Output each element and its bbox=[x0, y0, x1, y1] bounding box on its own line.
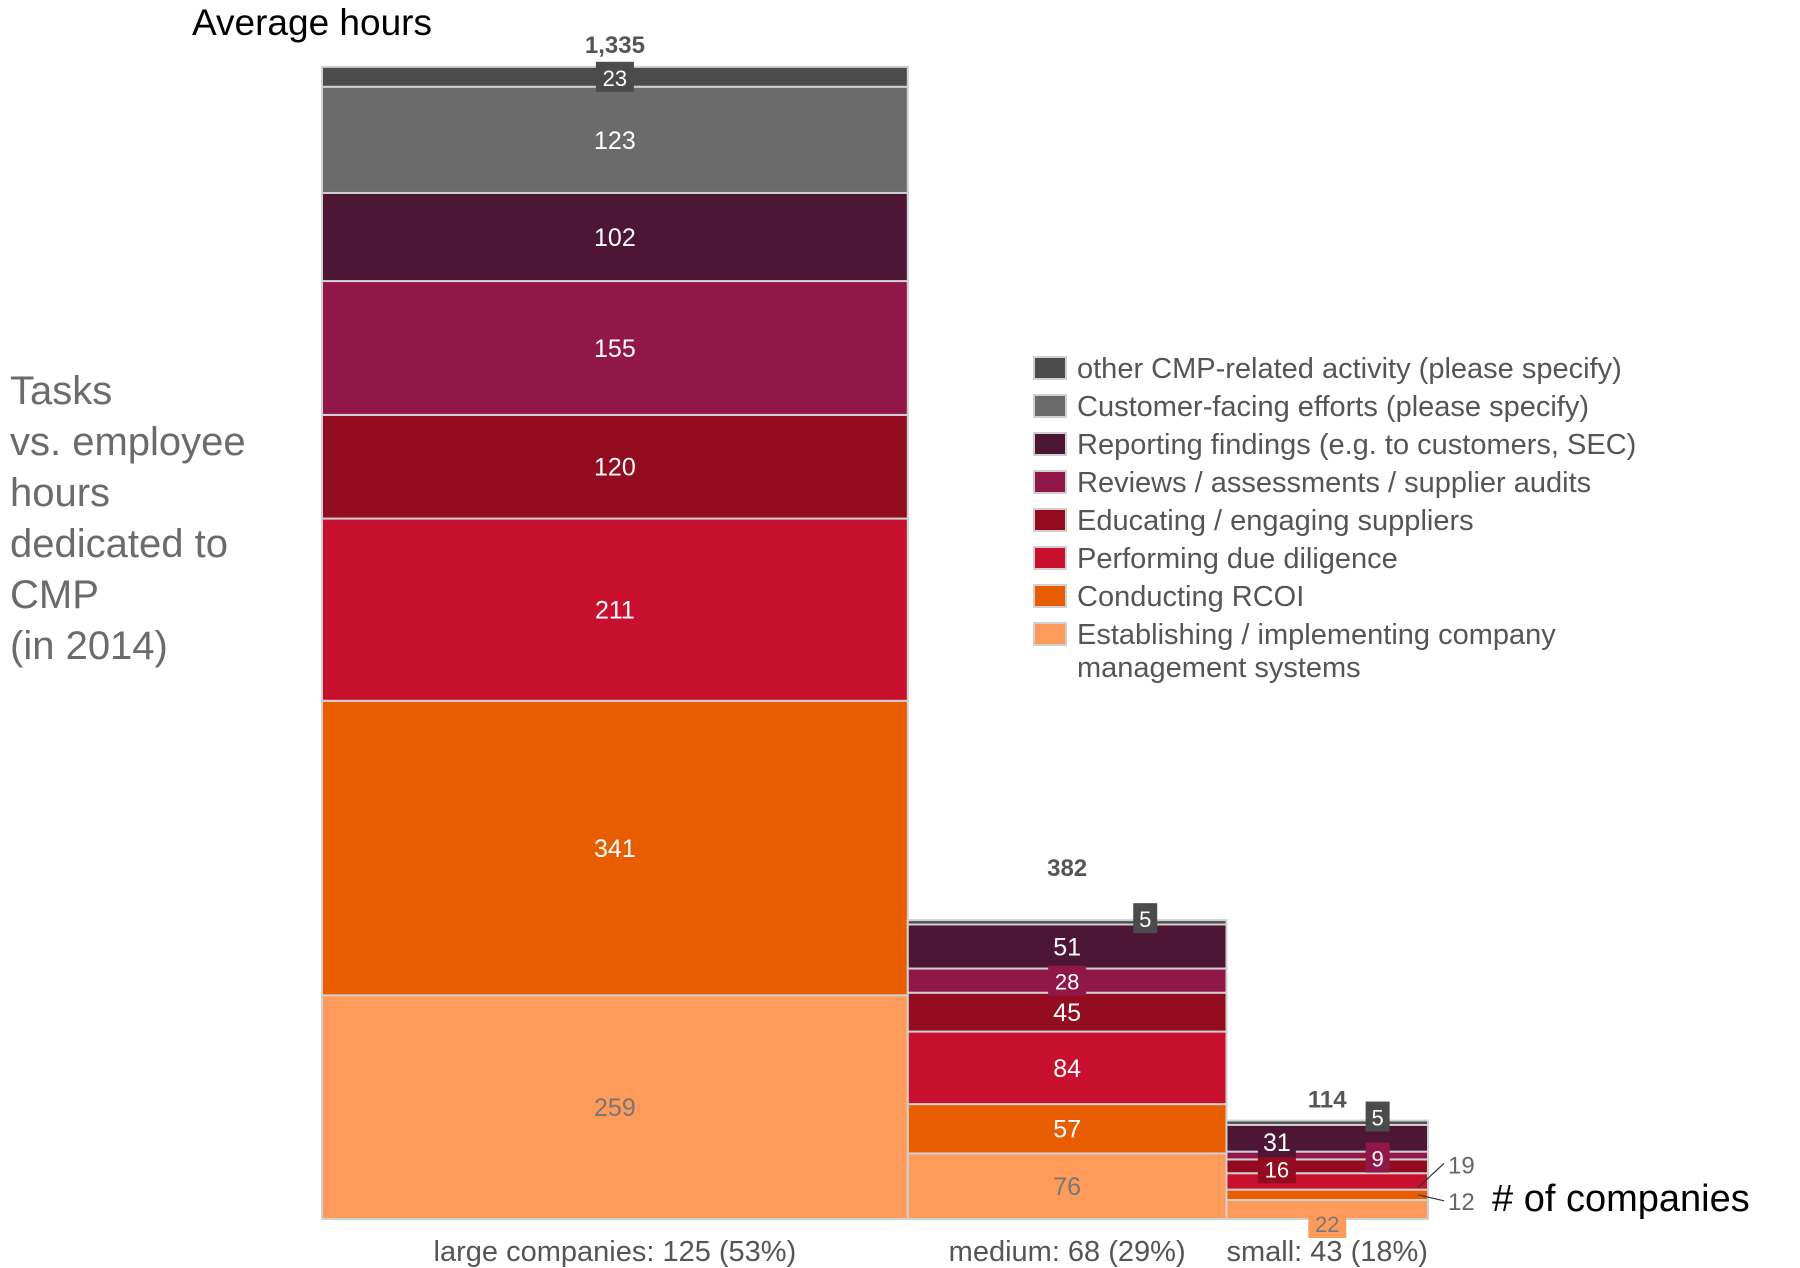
legend-item: Reporting findings (e.g. to customers, S… bbox=[1033, 429, 1727, 462]
legend-item: Reviews / assessments / supplier audits bbox=[1033, 467, 1727, 500]
data-label: 51 bbox=[1053, 934, 1081, 962]
legend-swatch bbox=[1033, 546, 1067, 570]
data-label: 31 bbox=[1263, 1129, 1291, 1157]
legend-item: Customer-facing efforts (please specify) bbox=[1033, 391, 1727, 424]
data-label: 12 bbox=[1448, 1189, 1475, 1216]
data-label: 120 bbox=[594, 454, 636, 482]
legend-label: Reporting findings (e.g. to customers, S… bbox=[1077, 429, 1637, 461]
bar-segment-performing-due-diligence bbox=[906, 1030, 1228, 1106]
data-label: 341 bbox=[594, 835, 636, 863]
data-label-box bbox=[1308, 1208, 1347, 1238]
side-title-line: CMP bbox=[10, 573, 99, 617]
legend-item: Establishing / implementing company mana… bbox=[1033, 619, 1727, 685]
legend-label: Customer-facing efforts (please specify) bbox=[1077, 391, 1590, 423]
side-title-line: vs. employee bbox=[10, 420, 246, 464]
total-label: 1,335 bbox=[585, 32, 645, 59]
legend-label: Reviews / assessments / supplier audits bbox=[1077, 467, 1592, 499]
category-label: large companies: 125 (53%) bbox=[434, 1236, 797, 1268]
data-label: 57 bbox=[1053, 1116, 1081, 1144]
bar-segment-conducting-rcoi bbox=[1225, 1188, 1429, 1201]
data-label: 28 bbox=[1055, 970, 1079, 995]
category-label: small: 43 (18%) bbox=[1227, 1236, 1428, 1268]
bar-segment-reviews-assessments-supplier-audits bbox=[321, 280, 909, 416]
data-label: 5 bbox=[1371, 1106, 1383, 1131]
data-label: 102 bbox=[594, 224, 636, 252]
data-label: 84 bbox=[1053, 1055, 1081, 1083]
legend-swatch bbox=[1033, 584, 1067, 608]
data-label: 211 bbox=[595, 597, 635, 625]
legend-label: Educating / engaging suppliers bbox=[1077, 505, 1474, 537]
bar-segment-educating-engaging-suppliers bbox=[1225, 1158, 1429, 1175]
bar-segment-conducting-rcoi bbox=[906, 1103, 1228, 1155]
bar-segment-establishing-implementing-company-management-systems bbox=[906, 1152, 1228, 1221]
side-title-line: hours bbox=[10, 471, 111, 515]
y-axis-title: Average hours bbox=[192, 2, 432, 43]
data-label: 76 bbox=[1053, 1173, 1081, 1201]
bar-segment-reporting-findings-e-g-to-customers-sec bbox=[321, 191, 909, 283]
bar-segment-reporting-findings-e-g-to-customers-sec bbox=[1225, 1123, 1429, 1153]
legend-item: other CMP-related activity (please speci… bbox=[1033, 353, 1727, 386]
data-label-box bbox=[1257, 1127, 1296, 1158]
bar-segment-reviews-assessments-supplier-audits bbox=[1225, 1150, 1429, 1161]
legend-label: Establishing / implementing company mana… bbox=[1077, 619, 1556, 684]
side-title: Tasks vs. employee hours dedicated to CM… bbox=[10, 366, 310, 672]
legend-item: Educating / engaging suppliers bbox=[1033, 505, 1727, 538]
data-label: 23 bbox=[603, 66, 627, 91]
data-label-box bbox=[1365, 1101, 1390, 1132]
bar-segment-other-cmp-related-activity-please-specify bbox=[1225, 1119, 1429, 1126]
legend-swatch bbox=[1033, 508, 1067, 532]
data-label: 9 bbox=[1371, 1147, 1383, 1172]
legend-swatch bbox=[1033, 622, 1067, 646]
bar-segment-customer-facing-efforts-please-specify bbox=[321, 85, 909, 194]
bar-segment-performing-due-diligence bbox=[1225, 1172, 1429, 1191]
legend-item: Performing due diligence bbox=[1033, 543, 1727, 576]
bar-segment-performing-due-diligence bbox=[321, 517, 909, 702]
data-label: 22 bbox=[1315, 1212, 1339, 1237]
category-label: medium: 68 (29%) bbox=[949, 1236, 1186, 1268]
data-label-box bbox=[1365, 1142, 1390, 1173]
legend-item: Conducting RCOI bbox=[1033, 581, 1727, 614]
bar-segment-conducting-rcoi bbox=[321, 699, 909, 997]
data-label: 16 bbox=[1265, 1157, 1289, 1182]
data-label-box bbox=[1257, 1153, 1296, 1184]
leader-line bbox=[1417, 1194, 1445, 1202]
total-label: 114 bbox=[1308, 1087, 1347, 1114]
bar-segment-educating-engaging-suppliers bbox=[906, 991, 1228, 1033]
data-label: 19 bbox=[1448, 1152, 1475, 1179]
data-label: 5 bbox=[1139, 907, 1151, 932]
leader-line bbox=[1417, 1162, 1445, 1188]
data-label-box bbox=[1133, 903, 1158, 934]
legend-swatch bbox=[1033, 470, 1067, 494]
data-label-box bbox=[1048, 965, 1087, 996]
legend-label: Conducting RCOI bbox=[1077, 581, 1305, 613]
legend-label: Performing due diligence bbox=[1077, 543, 1398, 575]
side-title-line: dedicated to bbox=[10, 522, 228, 566]
side-title-line: Tasks bbox=[10, 369, 113, 413]
total-label: 382 bbox=[1047, 855, 1087, 882]
bar-segment-other-cmp-related-activity-please-specify bbox=[906, 919, 1228, 926]
legend-swatch bbox=[1033, 356, 1067, 380]
data-label: 45 bbox=[1053, 999, 1081, 1027]
legend-swatch bbox=[1033, 432, 1067, 456]
x-axis-note: # of companies bbox=[1492, 1178, 1750, 1220]
data-label: 259 bbox=[594, 1094, 636, 1122]
legend-swatch bbox=[1033, 394, 1067, 418]
data-label-box bbox=[595, 61, 634, 92]
data-label: 155 bbox=[594, 335, 636, 363]
bar-segment-reporting-findings-e-g-to-customers-sec bbox=[906, 923, 1228, 970]
legend-label: other CMP-related activity (please speci… bbox=[1077, 353, 1622, 385]
data-label: 123 bbox=[594, 127, 636, 155]
legend: other CMP-related activity (please speci… bbox=[1033, 353, 1727, 690]
side-title-line: (in 2014) bbox=[10, 624, 168, 668]
